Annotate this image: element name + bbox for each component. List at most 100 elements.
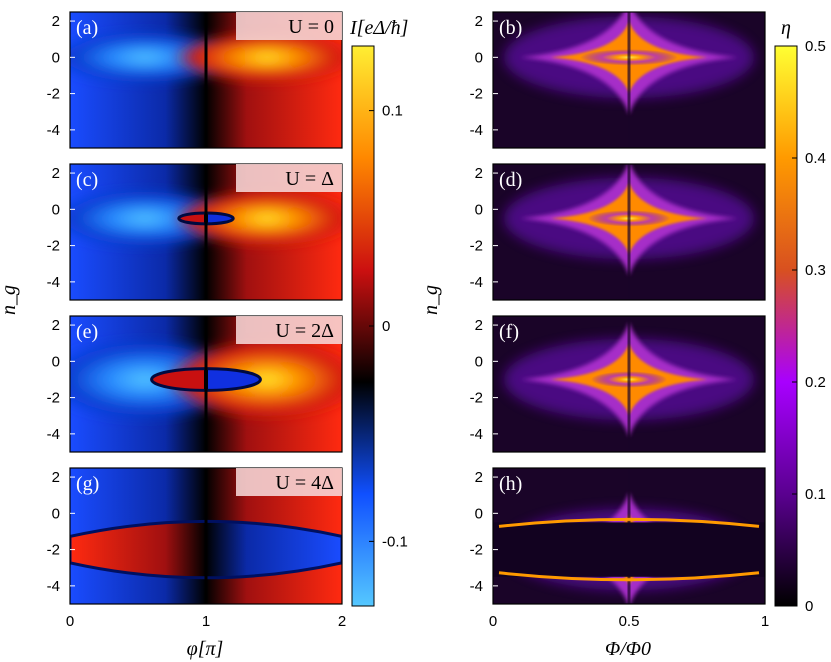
annotation-box [236,468,342,496]
interaction-annotation: U = 2Δ [275,320,334,342]
panel-label: (f) [499,321,519,343]
x-tick-label: 1 [202,613,210,630]
y-tick-label: 0 [52,49,60,66]
panel-label: (a) [76,17,98,39]
efficiency-colorbar: η 0.5 0.4 0.3 0.2 0.1 0 [774,17,826,615]
y-tick-label: 0 [475,353,483,370]
center-line [627,316,631,452]
colorbar-tick-label: 0.4 [805,150,826,167]
colorbar-tick-label: 0.3 [805,262,826,279]
x-tick-label: 2 [338,613,346,630]
y-tick-label: -4 [47,274,60,291]
colorbar-tick-label: 0.2 [805,374,826,391]
y-tick-label: 2 [52,469,60,486]
interaction-annotation: U = 0 [288,16,334,38]
colorbar-tick-label: -0.1 [382,533,408,550]
zero-current-line [204,468,208,604]
panels: 2 0 -2 -4 (a) U = 0 2 0 -2 -4 (b) 2 0 -2 -4 (c) U = Δ 2 0 -… [47,11,769,630]
heatmap-area [493,164,765,300]
y-tick-label: -2 [470,86,483,103]
current-colorbar-ticks: 0.1 0 -0.1 [369,103,408,550]
panel-frame [69,163,343,301]
panel-frame [492,163,766,301]
colorbar-tick-label: 0.5 [805,38,826,55]
y-tick-label: -4 [47,578,60,595]
heatmap-area [70,316,342,452]
y-tick-label: 2 [475,317,483,334]
x-tick-label: 0 [66,613,74,630]
zero-current-line [204,12,208,148]
zero-current-line [204,164,208,300]
current-colorbar-title: I[eΔ/ħ] [349,17,408,39]
heatmap-panel-a: 2 0 -2 -4 (a) U = 0 [47,11,343,149]
heatmap-area [493,468,765,604]
efficiency-colorbar-title: η [781,17,791,39]
heatmap-area [493,12,765,148]
heatmap-panel-b: 2 0 -2 -4 (b) [470,11,766,149]
left-x-axis-label: φ[π] [187,638,224,660]
dark-band [493,522,765,577]
annotation-box [236,12,342,40]
colorbar-tick-label: 0 [805,598,813,615]
panel-frame [492,315,766,453]
efficiency-colorbar-ticks: 0.5 0.4 0.3 0.2 0.1 0 [792,38,826,615]
center-line [627,12,631,148]
colorbar-tick-label: 0.1 [805,486,826,503]
y-tick-label: -2 [47,390,60,407]
left-y-axis-label: n_g [0,285,20,315]
y-tick-label: -4 [470,274,483,291]
annotation-box [236,164,342,192]
annotation-box [236,316,342,344]
panel-label: (c) [76,169,98,191]
heatmap-panel-h: 2 0 -2 -4 (h) 0 0.5 1 [470,467,769,630]
panel-frame [492,11,766,149]
y-tick-label: 2 [475,165,483,182]
y-tick-label: 2 [52,165,60,182]
band-edge-top [498,517,760,528]
right-y-axis-label: n_g [420,285,442,315]
y-tick-label: 0 [475,49,483,66]
x-tick-label: 0.5 [619,613,640,630]
y-tick-label: -4 [470,426,483,443]
y-tick-label: -2 [47,542,60,559]
heatmap-panel-e: 2 0 -2 -4 (e) U = 2Δ [47,315,343,453]
x-tick-label: 0 [489,613,497,630]
heatmap-panel-c: 2 0 -2 -4 (c) U = Δ [47,163,343,301]
panel-frame [69,11,343,149]
y-tick-label: -4 [47,426,60,443]
y-tick-label: -2 [470,390,483,407]
interaction-annotation: U = 4Δ [275,472,334,494]
panel-label: (b) [499,17,522,39]
y-tick-label: -2 [470,238,483,255]
band-edge-bottom [498,571,760,582]
y-tick-label: -2 [47,238,60,255]
y-tick-label: 0 [52,505,60,522]
panel-label: (h) [499,473,522,495]
positive-current-lobe [172,189,342,248]
y-tick-label: -4 [470,122,483,139]
y-tick-label: 2 [52,13,60,30]
panel-label: (g) [76,473,99,495]
colorbar-tick-label: 0 [382,318,390,335]
heatmap-panel-g: 2 0 -2 -4 (g) U = 4Δ 0 1 2 [47,467,346,630]
zero-current-line [204,316,208,452]
interaction-annotation: U = Δ [285,168,334,190]
heatmap-panel-d: 2 0 -2 -4 (d) [470,163,766,301]
heatmap-panel-f: 2 0 -2 -4 (f) [470,315,766,453]
panel-frame [69,467,343,605]
y-tick-label: 0 [475,201,483,218]
current-colorbar: I[eΔ/ħ] 0.1 0 -0.1 [349,17,408,607]
right-x-axis-label: Φ/Φ0 [605,638,651,660]
y-tick-label: 2 [475,13,483,30]
center-line [627,164,631,300]
colorbar-tick-label: 0.1 [382,103,403,120]
y-tick-label: -2 [470,542,483,559]
panel-label: (e) [76,321,98,343]
panel-label: (d) [499,169,522,191]
y-tick-label: 2 [52,317,60,334]
efficiency-colorbar-bar [774,45,798,607]
y-tick-label: -4 [47,122,60,139]
panel-frame [492,467,766,605]
y-tick-label: 0 [52,353,60,370]
